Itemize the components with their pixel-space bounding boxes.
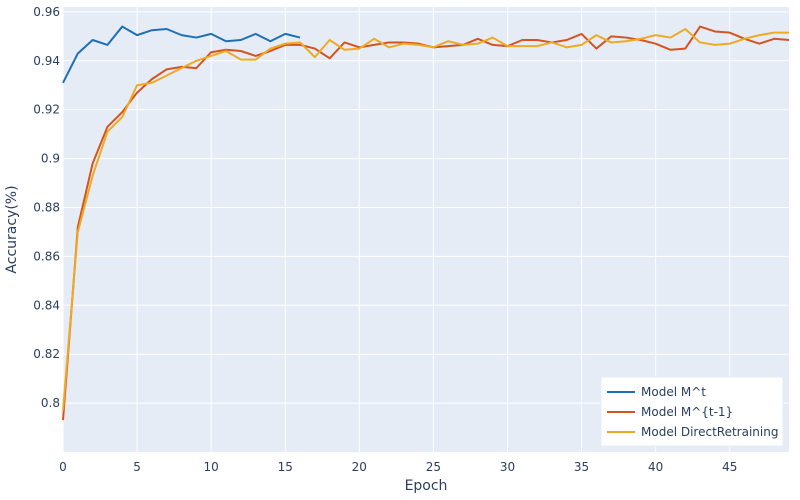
legend: Model M^t Model M^{t-1} Model DirectRetrai… [600,376,784,447]
x-axis-title: Epoch [405,478,448,494]
x-tick-label: 0 [59,460,67,474]
series-lines [62,25,790,421]
y-tick-label: 0.8 [41,396,60,410]
x-tick-label: 5 [133,460,141,474]
x-tick-label: 20 [352,460,367,474]
x-tick-label: 30 [500,460,515,474]
y-tick-label: 0.94 [33,54,60,68]
axis-ticks: 0 5 10 15 20 25 30 35 40 45 0.8 0.82 0.84 0.86 0.88 0.9… [33,5,737,474]
x-tick-label: 45 [722,460,737,474]
x-tick-label: 15 [278,460,293,474]
y-tick-label: 0.9 [41,152,60,166]
series-line-1 [62,25,301,84]
legend-label: Model DirectRetraining [641,425,778,439]
y-tick-label: 0.82 [33,347,60,361]
x-tick-label: 25 [426,460,441,474]
legend-label: Model M^{t-1} [641,405,733,419]
y-tick-label: 0.92 [33,103,60,117]
y-tick-label: 0.96 [33,5,60,19]
y-tick-label: 0.88 [33,200,60,214]
legend-label: Model M^t [641,385,706,399]
x-tick-label: 10 [204,460,219,474]
x-tick-label: 40 [648,460,663,474]
y-tick-label: 0.86 [33,249,60,263]
y-axis-title: Accuracy(%) [4,185,20,273]
series-line-3 [62,28,789,411]
y-tick-label: 0.84 [33,298,60,312]
x-tick-label: 35 [574,460,589,474]
